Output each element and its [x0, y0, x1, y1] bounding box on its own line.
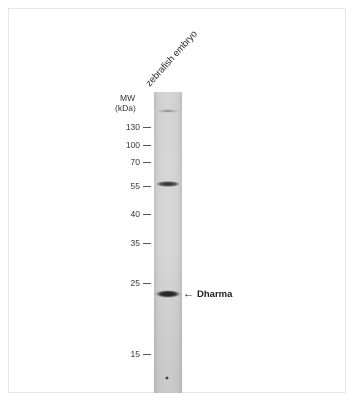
band-dharma	[154, 290, 182, 298]
marker-tick	[143, 353, 151, 355]
marker-label: 130	[125, 122, 140, 132]
band-55kda	[155, 180, 181, 188]
blot-speck	[165, 376, 169, 380]
marker-40: 40	[131, 209, 151, 219]
marker-25: 25	[131, 278, 151, 288]
marker-tick	[143, 185, 151, 187]
marker-label: 35	[130, 238, 140, 248]
marker-130: 130	[126, 122, 151, 132]
marker-tick	[143, 282, 151, 284]
band-130kda	[155, 108, 181, 114]
marker-35: 35	[131, 238, 151, 248]
marker-tick	[143, 126, 151, 128]
marker-tick	[143, 213, 151, 215]
marker-label: 40	[130, 209, 140, 219]
marker-tick	[143, 161, 151, 163]
marker-55: 55	[131, 181, 151, 191]
marker-label: 25	[130, 278, 140, 288]
marker-label: 15	[130, 349, 140, 359]
marker-15: 15	[131, 349, 151, 359]
marker-label: 100	[125, 140, 140, 150]
band-name: Dharma	[197, 288, 233, 300]
marker-label: 55	[130, 181, 140, 191]
marker-tick	[143, 144, 151, 146]
marker-70: 70	[131, 157, 151, 167]
mw-unit: (kDa)	[115, 103, 136, 113]
mw-title: MW	[120, 93, 136, 103]
band-annotation: ← Dharma	[183, 288, 232, 300]
marker-tick	[143, 242, 151, 244]
marker-label: 70	[130, 157, 140, 167]
left-arrow-icon: ←	[183, 288, 194, 300]
marker-100: 100	[126, 140, 151, 150]
